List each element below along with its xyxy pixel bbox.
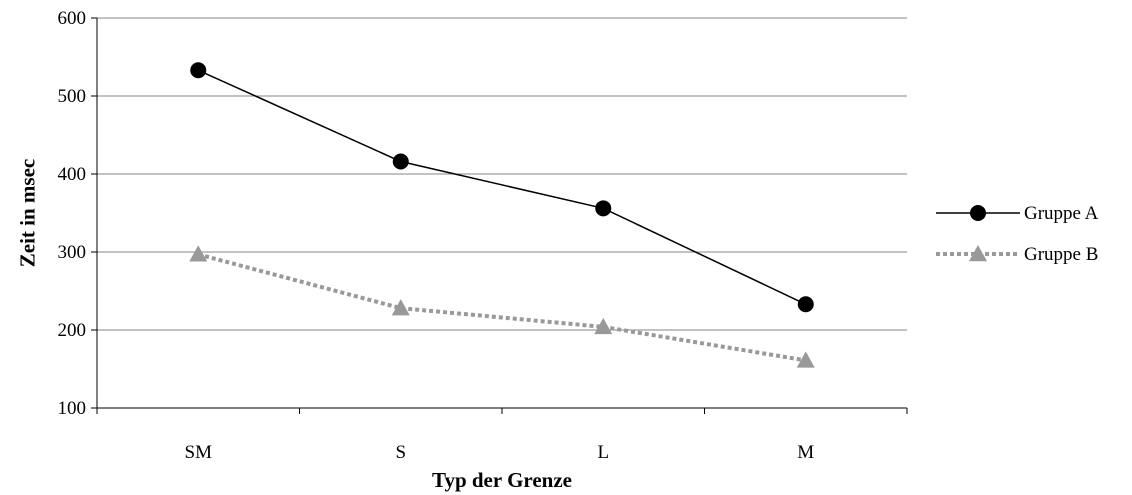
data-point (392, 153, 409, 170)
legend-marker (969, 245, 987, 262)
legend-item: Gruppe B (936, 244, 1098, 265)
y-tick-label: 200 (58, 320, 87, 341)
y-axis-ticks: 100 200 300 400 500 600 (58, 8, 97, 419)
data-point (189, 245, 208, 262)
y-tick-label: 100 (58, 398, 87, 419)
y-tick-label: 600 (58, 8, 87, 29)
legend-label: Gruppe B (1024, 244, 1098, 265)
data-point (797, 296, 814, 313)
x-axis-title: Typ der Grenze (432, 468, 572, 492)
y-tick-label: 500 (58, 86, 87, 107)
x-tick-label: SM (185, 442, 213, 463)
series-line-1 (197, 69, 807, 305)
y-tick-label: 300 (58, 242, 87, 263)
data-point (594, 317, 613, 335)
y-tick-label: 400 (58, 164, 87, 185)
x-tick-label: L (597, 442, 609, 463)
series-group (189, 62, 815, 368)
legend-item: Gruppe A (936, 203, 1099, 224)
x-tick-label: M (797, 442, 814, 463)
x-axis-ticks: SM S L M (96, 408, 908, 463)
series-line-2 (197, 252, 807, 363)
legend: Gruppe A Gruppe B (936, 203, 1099, 265)
x-tick-label: S (395, 442, 406, 463)
gridlines (97, 17, 907, 331)
data-point (796, 351, 815, 368)
legend-marker (970, 205, 986, 221)
data-point (190, 62, 207, 79)
data-point (391, 299, 410, 316)
legend-label: Gruppe A (1024, 203, 1099, 224)
data-point (595, 200, 612, 217)
y-axis-title: Zeit in msec (15, 159, 39, 267)
